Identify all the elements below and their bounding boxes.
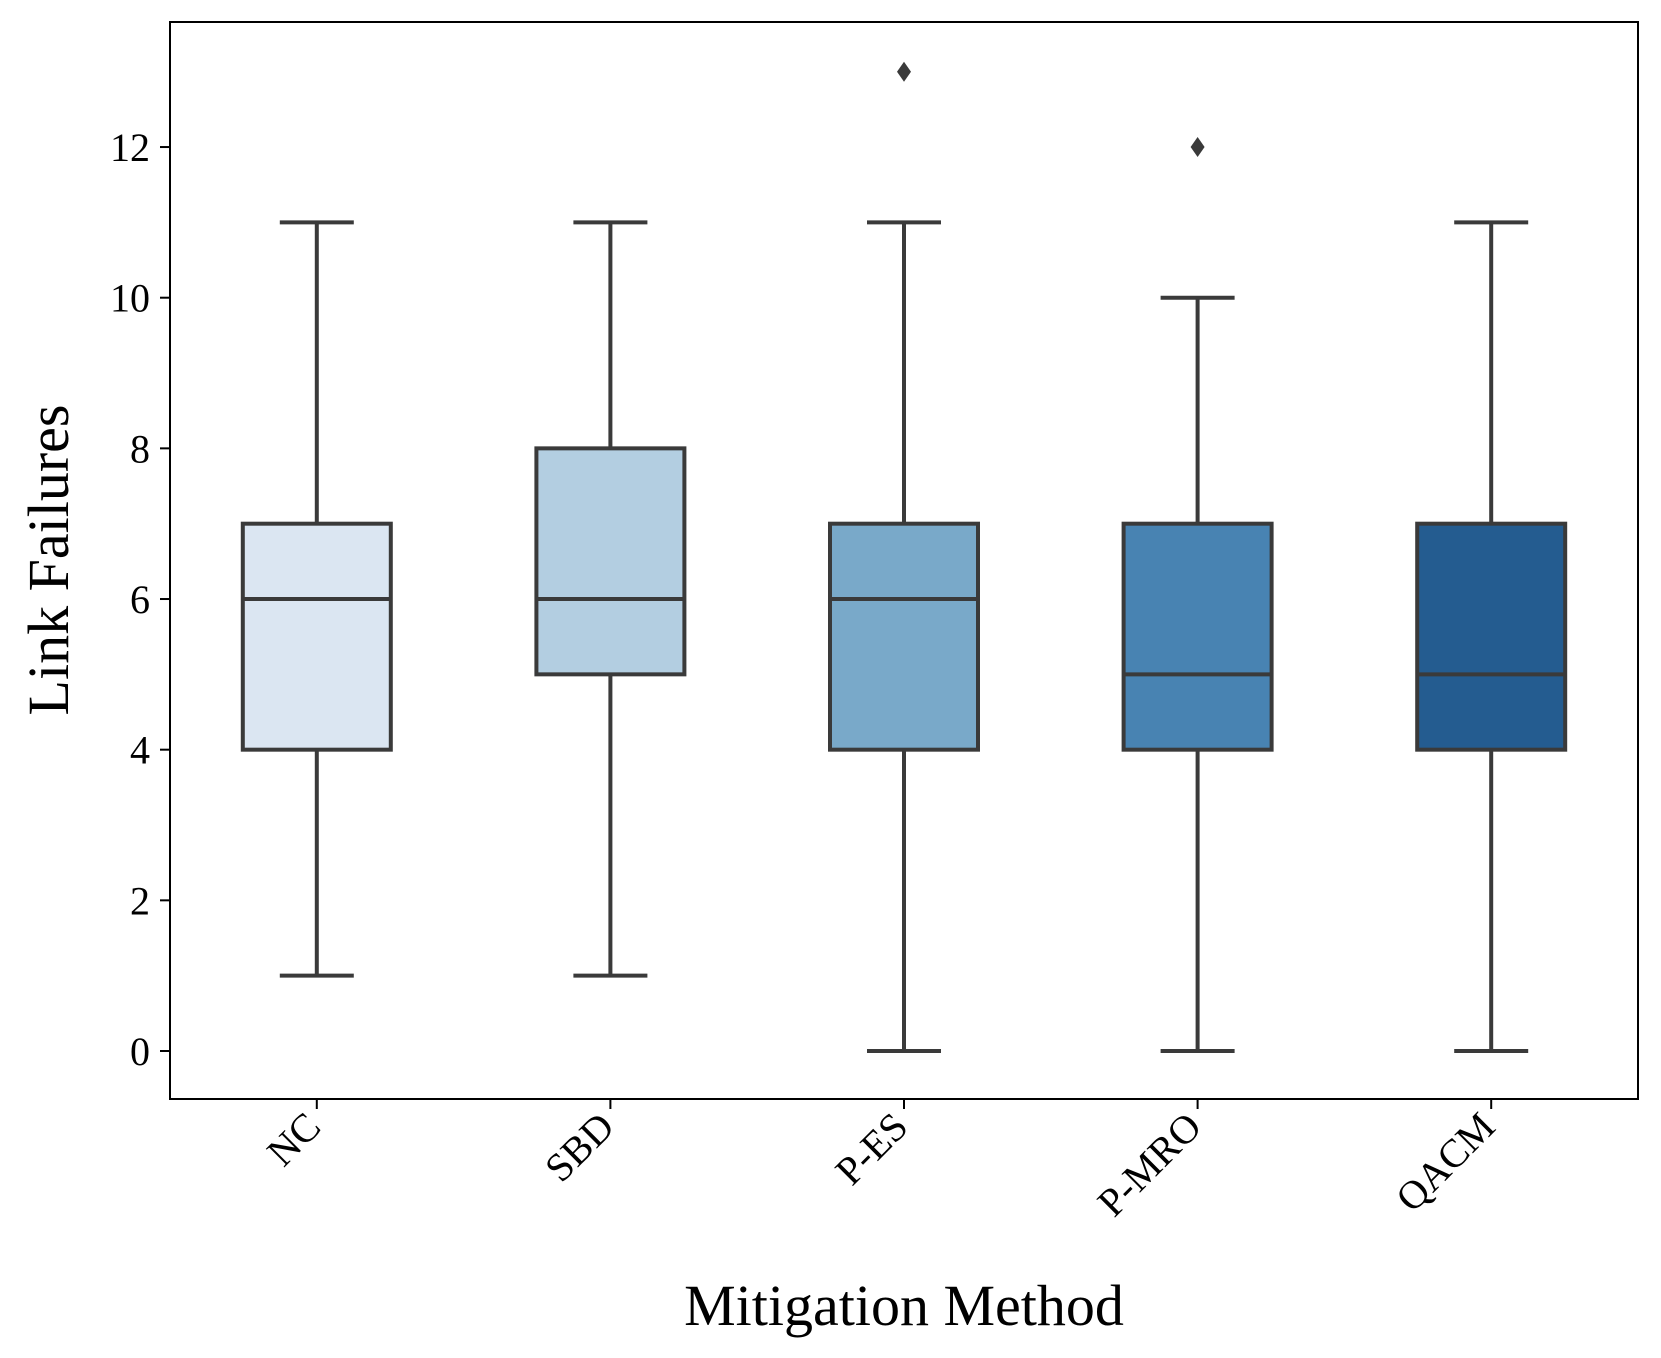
boxes-layer [240,61,1568,1053]
outlier-point [897,61,911,82]
x-tick-label: SBD [536,1104,623,1191]
iqr-box [534,446,687,677]
iqr-box [1415,521,1568,752]
x-tick-label: P-MRO [1089,1104,1210,1225]
y-tick-label: 0 [130,1029,150,1074]
box-p-es [828,61,980,1053]
y-tick-label: 6 [130,577,150,622]
x-axis: NC SBD P-ES P-MRO QACM [258,1099,1504,1225]
box-sbd [534,220,687,978]
x-tick-label: QACM [1387,1104,1504,1221]
x-tick-label: NC [258,1104,329,1175]
y-axis: 0 2 4 6 8 10 12 [110,125,170,1074]
box-nc [240,220,393,978]
iqr-box [240,521,393,752]
iqr-box [1121,521,1274,752]
y-axis-title: Link Failures [16,405,81,716]
y-tick-label: 10 [110,276,150,321]
box-p-mro [1121,137,1274,1053]
x-axis-title: Mitigation Method [684,1273,1124,1338]
y-tick-label: 12 [110,125,150,170]
outlier-point [1190,137,1205,158]
iqr-box [828,521,980,752]
box-qacm [1415,220,1568,1053]
y-tick-label: 4 [130,728,150,773]
x-tick-label: P-ES [826,1104,916,1194]
y-tick-label: 2 [130,878,150,923]
y-tick-label: 8 [130,426,150,471]
